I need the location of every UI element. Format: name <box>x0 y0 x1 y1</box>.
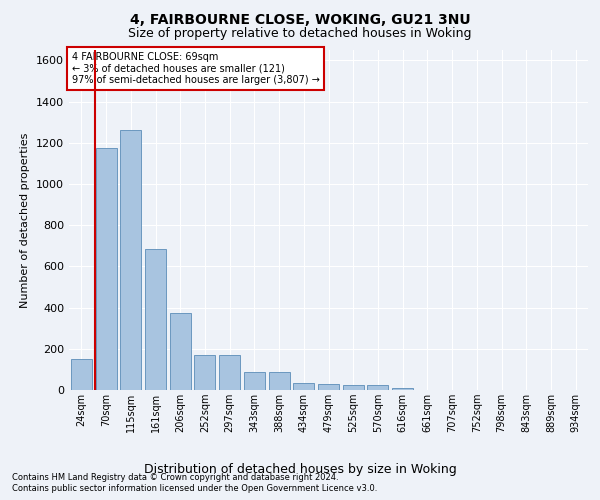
Bar <box>343 386 364 390</box>
Bar <box>293 383 314 390</box>
Bar <box>95 148 116 390</box>
Text: Contains public sector information licensed under the Open Government Licence v3: Contains public sector information licen… <box>12 484 377 493</box>
Bar <box>71 359 92 390</box>
Bar <box>269 372 290 390</box>
Bar <box>392 388 413 390</box>
Text: Contains HM Land Registry data © Crown copyright and database right 2024.: Contains HM Land Registry data © Crown c… <box>12 472 338 482</box>
Text: Size of property relative to detached houses in Woking: Size of property relative to detached ho… <box>128 28 472 40</box>
Bar <box>318 384 339 390</box>
Text: 4 FAIRBOURNE CLOSE: 69sqm
← 3% of detached houses are smaller (121)
97% of semi-: 4 FAIRBOURNE CLOSE: 69sqm ← 3% of detach… <box>71 52 319 85</box>
Bar <box>219 355 240 390</box>
Bar <box>244 372 265 390</box>
Text: 4, FAIRBOURNE CLOSE, WOKING, GU21 3NU: 4, FAIRBOURNE CLOSE, WOKING, GU21 3NU <box>130 12 470 26</box>
Bar <box>145 249 166 390</box>
Bar <box>120 130 141 390</box>
Bar <box>367 386 388 390</box>
Bar <box>194 355 215 390</box>
Y-axis label: Number of detached properties: Number of detached properties <box>20 132 31 308</box>
Text: Distribution of detached houses by size in Woking: Distribution of detached houses by size … <box>143 462 457 475</box>
Bar <box>170 312 191 390</box>
